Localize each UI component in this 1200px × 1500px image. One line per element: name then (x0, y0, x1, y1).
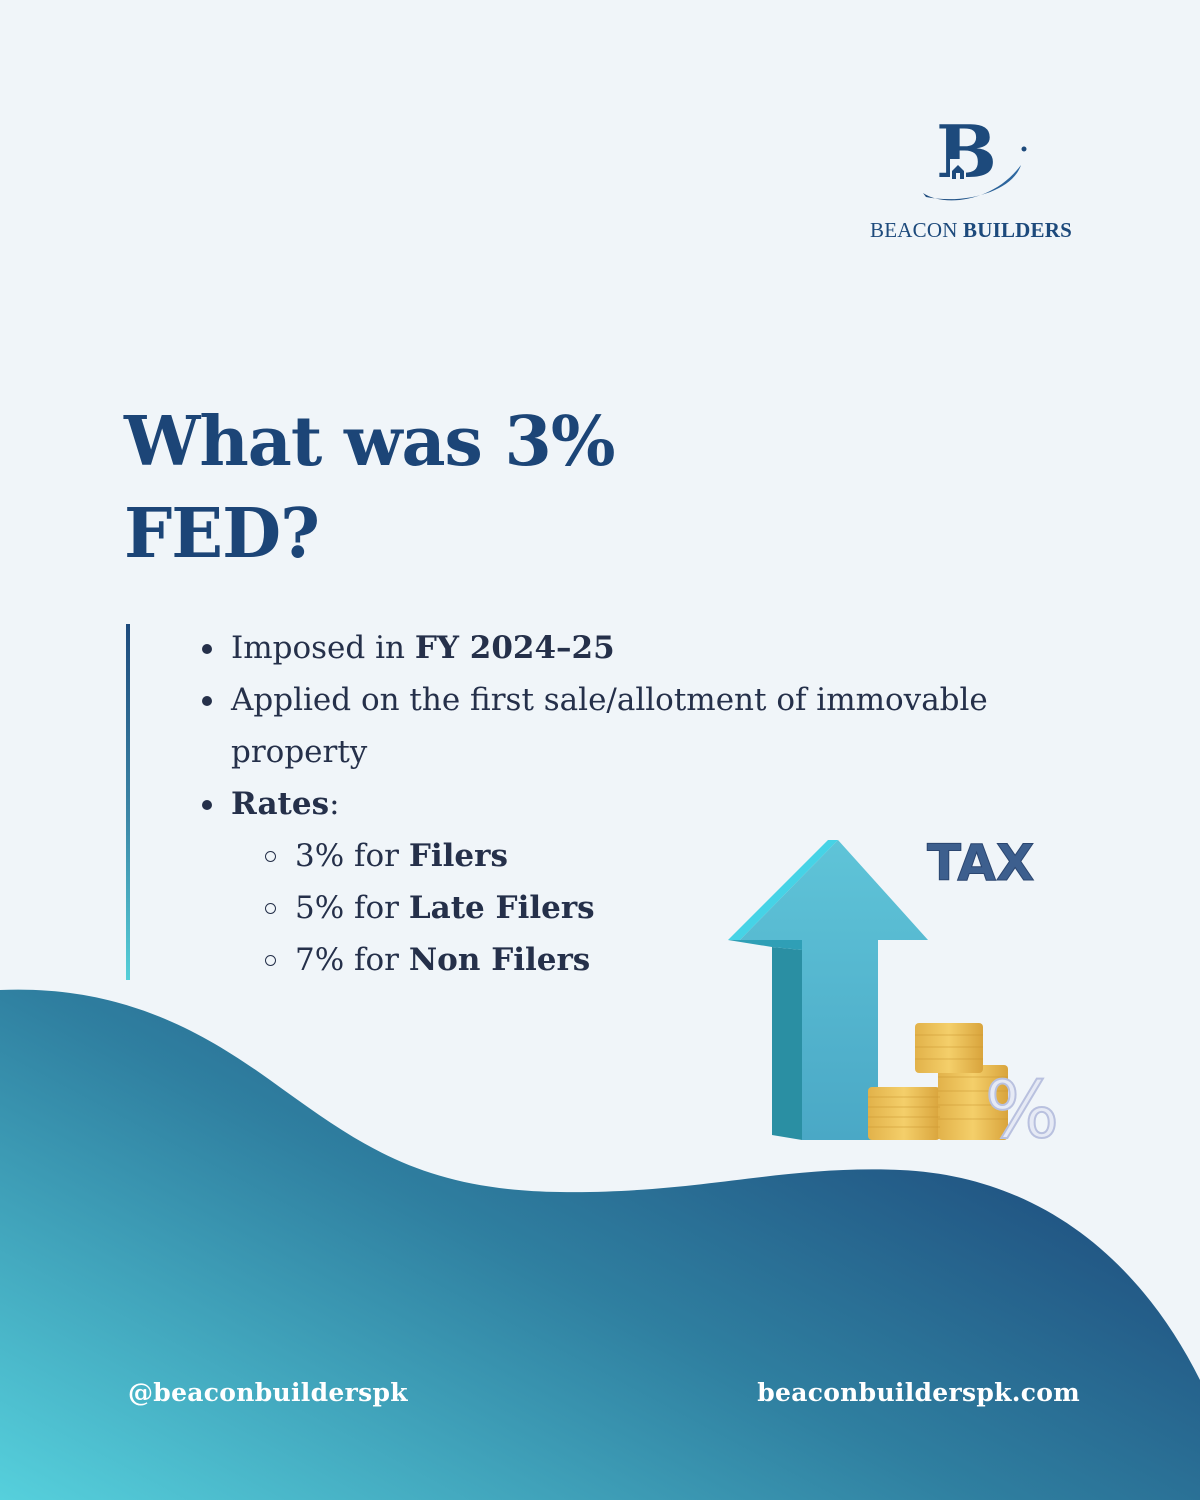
brand-logo: B BEACON BUILDERS (860, 115, 1082, 245)
percent-icon: % (985, 1066, 1059, 1145)
imposed-year: FY 2024–25 (414, 630, 615, 666)
fed-details-list: Imposed in FY 2024–25 Applied on the fir… (195, 622, 1095, 986)
brand-name: BEACON BUILDERS (860, 218, 1082, 243)
rate-item-late-filers: 5% for Late Filers (195, 882, 1095, 934)
list-item-rates: Rates: (195, 778, 1095, 830)
rate-value: 7% for (295, 942, 409, 978)
page-title: What was 3% FED? (124, 396, 684, 580)
logo-letter: B (936, 115, 997, 194)
list-item-applied: Applied on the first sale/allotment of i… (195, 674, 1095, 778)
coin-stack-icon (868, 1023, 1008, 1140)
tax-label: TAX (927, 835, 1034, 892)
title-line-2: FED? (124, 494, 320, 574)
rate-item-filers: 3% for Filers (195, 830, 1095, 882)
rate-value: 3% for (295, 838, 409, 874)
brand-name-regular: BEACON (870, 218, 958, 242)
rates-colon: : (329, 786, 340, 822)
applied-text-line-2: property (231, 734, 368, 770)
applied-text-line-1: Applied on the first sale/allotment of i… (231, 682, 988, 718)
rate-label: Late Filers (408, 890, 595, 926)
rate-label: Non Filers (408, 942, 591, 978)
building-logo-icon: B (923, 115, 1027, 201)
rate-value: 5% for (295, 890, 409, 926)
imposed-text: Imposed in (231, 630, 415, 666)
up-arrow-icon (728, 840, 928, 1140)
rate-item-non-filers: 7% for Non Filers (195, 934, 1095, 986)
tax-illustration: TAX % (728, 835, 1060, 1145)
social-handle[interactable]: @beaconbuilderspk (128, 1378, 408, 1407)
website-link[interactable]: beaconbuilderspk.com (757, 1378, 1080, 1407)
title-line-1: What was 3% (124, 402, 615, 482)
accent-divider (126, 624, 130, 980)
brand-name-bold: BUILDERS (963, 218, 1072, 242)
bottom-wave (0, 989, 1200, 1500)
list-item-imposed: Imposed in FY 2024–25 (195, 622, 1095, 674)
rate-label: Filers (408, 838, 508, 874)
rates-heading: Rates (231, 786, 330, 822)
